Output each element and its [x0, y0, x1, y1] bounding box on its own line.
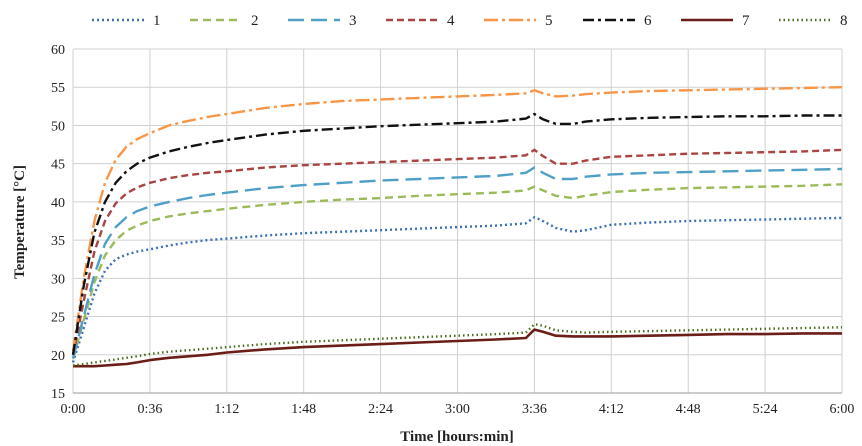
x-tick-label-4: 2:24 [368, 402, 393, 417]
x-tick-label-10: 6:00 [830, 402, 855, 417]
y-tick-label-2: 25 [51, 311, 65, 326]
y-tick-label-5: 40 [51, 196, 65, 211]
y-tick-label-8: 55 [51, 81, 65, 96]
y-tick-label-1: 20 [51, 349, 65, 364]
x-tick-label-6: 3:36 [522, 402, 547, 417]
series-lines [71, 86, 843, 368]
y-tick-label-7: 50 [51, 119, 65, 134]
legend-label-1: 1 [153, 13, 161, 29]
legend-label-4: 4 [447, 13, 455, 29]
legend-label-2: 2 [251, 13, 259, 29]
x-axis-ticks: 0:00 0:36 1:12 1:48 2:24 3:00 3:36 4:12 4:48 5:24… [61, 402, 855, 417]
y-axis-title: Temperature [°C] [12, 165, 28, 279]
x-axis-title: Time [hours:min] [400, 429, 513, 445]
legend: 1 2 3 4 5 6 7 8 [92, 13, 848, 29]
y-tick-label-6: 45 [51, 158, 65, 173]
series-line-6 [71, 112, 842, 355]
series-line-1 [71, 216, 843, 363]
x-tick-label-3: 1:48 [291, 402, 316, 417]
legend-label-7: 7 [742, 13, 750, 29]
x-tick-label-5: 3:00 [445, 402, 470, 417]
gridlines [72, 48, 843, 394]
legend-label-6: 6 [644, 13, 652, 29]
x-tick-label-8: 4:48 [676, 402, 701, 417]
y-tick-label-0: 15 [51, 387, 65, 402]
series-line-3 [71, 166, 843, 359]
legend-label-5: 5 [545, 13, 553, 29]
y-tick-label-3: 30 [51, 272, 65, 287]
x-tick-label-1: 0:36 [137, 402, 162, 417]
y-tick-label-9: 60 [51, 43, 65, 58]
y-tick-label-4: 35 [51, 234, 65, 249]
series-line-5 [71, 86, 843, 352]
series-line-8 [72, 323, 843, 367]
legend-label-8: 8 [840, 13, 848, 29]
series-line-7 [73, 328, 842, 368]
x-tick-label-9: 5:24 [753, 402, 778, 417]
legend-label-3: 3 [349, 13, 357, 29]
y-axis-ticks: 15 20 25 30 35 40 45 50 55 60 [51, 43, 65, 402]
x-tick-label-7: 4:12 [599, 402, 624, 417]
x-tick-label-0: 0:00 [61, 402, 86, 417]
x-tick-label-2: 1:12 [214, 402, 239, 417]
series-line-2 [71, 183, 843, 359]
